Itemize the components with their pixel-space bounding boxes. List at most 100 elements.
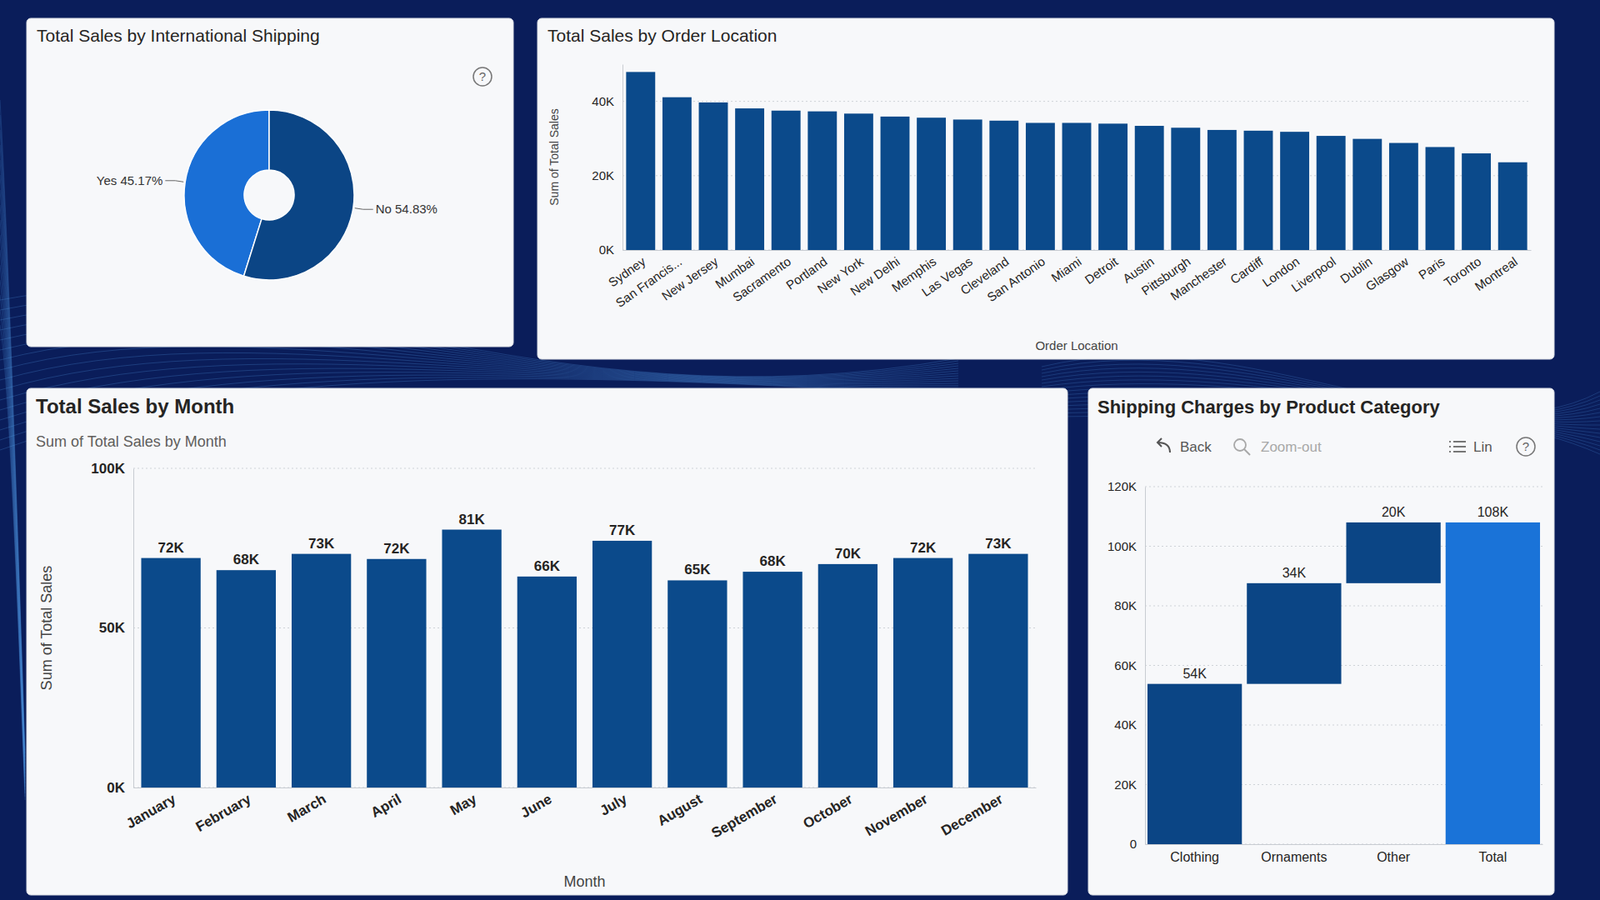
decor-line	[0, 325, 25, 800]
panel-background	[26, 18, 514, 347]
tick-label: Liverpool	[1288, 254, 1339, 295]
grid	[622, 101, 1531, 250]
list-icon[interactable]	[1449, 445, 1451, 448]
x-axis: JanuaryFebruaryMarchAprilMayJuneJulyAugu…	[123, 788, 1036, 842]
tick: 100K	[90, 460, 134, 477]
bar	[989, 120, 1019, 250]
bar	[1280, 131, 1310, 250]
toolbar-label[interactable]: Zoom-out	[1260, 439, 1322, 455]
tick-label: 100K	[1107, 539, 1137, 554]
bar	[140, 558, 200, 788]
data-label: 65K	[684, 561, 711, 578]
bar	[662, 97, 692, 250]
data-label: 72K	[383, 540, 410, 557]
tick: 100K	[1107, 539, 1145, 554]
bar	[844, 113, 874, 250]
bar	[592, 540, 652, 788]
tick: Sacramento	[730, 254, 794, 305]
tick-label: Manchester	[1167, 254, 1230, 304]
grid	[1145, 486, 1543, 845]
data-label: 108K	[1477, 505, 1510, 520]
bar	[880, 116, 910, 250]
tick: 0K	[106, 780, 134, 796]
tick-label: 20K	[591, 168, 615, 183]
toolbar-label[interactable]: Back	[1180, 439, 1212, 455]
donut: Yes 45.17%No 54.83%	[96, 110, 438, 280]
data-label: 54K	[1182, 666, 1207, 681]
tick-label: 120K	[1107, 479, 1137, 494]
tick: 50K	[99, 620, 134, 636]
panel-background	[26, 388, 1068, 895]
toolbar-label[interactable]: Lin	[1473, 439, 1493, 455]
tick-label: 60K	[1114, 658, 1137, 673]
tick-label: August	[655, 790, 705, 830]
tick: Detroit	[1081, 253, 1121, 287]
list-icon[interactable]	[1453, 445, 1466, 448]
bar	[742, 571, 802, 788]
zoom-icon[interactable]	[1244, 449, 1250, 455]
tick: Total	[1478, 850, 1507, 865]
data-label: 68K	[233, 551, 260, 568]
tick: Manchester	[1167, 254, 1230, 304]
panel-background	[1088, 388, 1555, 895]
tick: December	[938, 790, 1006, 840]
panel-1: Total Sales by Order Location0K20K40KSyd…	[537, 18, 1555, 360]
list-icon[interactable]	[1449, 440, 1451, 443]
bar	[216, 570, 276, 788]
tick: Liverpool	[1288, 254, 1339, 295]
bar	[699, 102, 729, 250]
tick: 20K	[1114, 777, 1145, 792]
help-label[interactable]: ?	[1522, 439, 1530, 454]
tick: 80K	[1114, 598, 1145, 613]
bar	[1498, 162, 1528, 250]
bar	[1461, 153, 1491, 250]
tick: 40K	[591, 94, 623, 109]
x-axis: ClothingOrnamentsOtherTotal	[1145, 845, 1544, 865]
toolbar: Back Zoom-out Lin?	[1157, 437, 1535, 456]
tick-label: 20K	[1114, 777, 1137, 792]
tick: April	[368, 790, 405, 821]
tick: June	[517, 790, 555, 821]
tick-label: January	[123, 790, 179, 832]
data-label: Yes 45.17%	[96, 173, 164, 188]
background	[0, 0, 1600, 900]
tick: January	[123, 790, 179, 832]
bar	[1062, 122, 1092, 250]
bar	[625, 71, 655, 250]
axis-title: Month	[563, 873, 605, 890]
help-label[interactable]: ?	[479, 69, 486, 84]
bar	[1147, 684, 1242, 845]
tick: July	[597, 790, 630, 820]
title: Total Sales by Month	[35, 395, 235, 418]
tick: 60K	[1114, 658, 1145, 673]
data-label: 73K	[308, 535, 335, 552]
data-label: 81K	[459, 511, 486, 528]
bar	[1445, 522, 1540, 845]
panel-0: Total Sales by International Shipping?Ye…	[26, 18, 514, 347]
bar	[1389, 143, 1419, 250]
bar	[1316, 135, 1346, 250]
tick: Other	[1376, 850, 1411, 865]
tick-label: Miami	[1048, 254, 1085, 285]
panel-3: Shipping Charges by Product CategoryBack…	[1088, 388, 1555, 895]
tick: Miami	[1048, 254, 1085, 285]
title: Total Sales by Order Location	[547, 25, 777, 45]
zoom-icon[interactable]	[1234, 439, 1246, 451]
back-icon[interactable]	[1157, 438, 1170, 453]
tick-label: Sacramento	[730, 254, 794, 305]
axis-line	[622, 65, 624, 251]
data-label: 68K	[760, 553, 787, 570]
list-icon[interactable]	[1453, 450, 1466, 453]
tick-label: Ornaments	[1260, 850, 1327, 865]
list-icon[interactable]	[1453, 440, 1466, 443]
axis-line	[1145, 487, 1146, 845]
bar	[916, 117, 946, 250]
bar	[893, 558, 953, 788]
list-icon[interactable]	[1449, 450, 1451, 453]
bar	[291, 554, 351, 788]
bar	[1246, 583, 1341, 685]
grid-line	[1145, 486, 1543, 488]
bar	[771, 110, 801, 250]
tick-label: July	[597, 790, 630, 820]
data-label: 70K	[835, 545, 862, 562]
